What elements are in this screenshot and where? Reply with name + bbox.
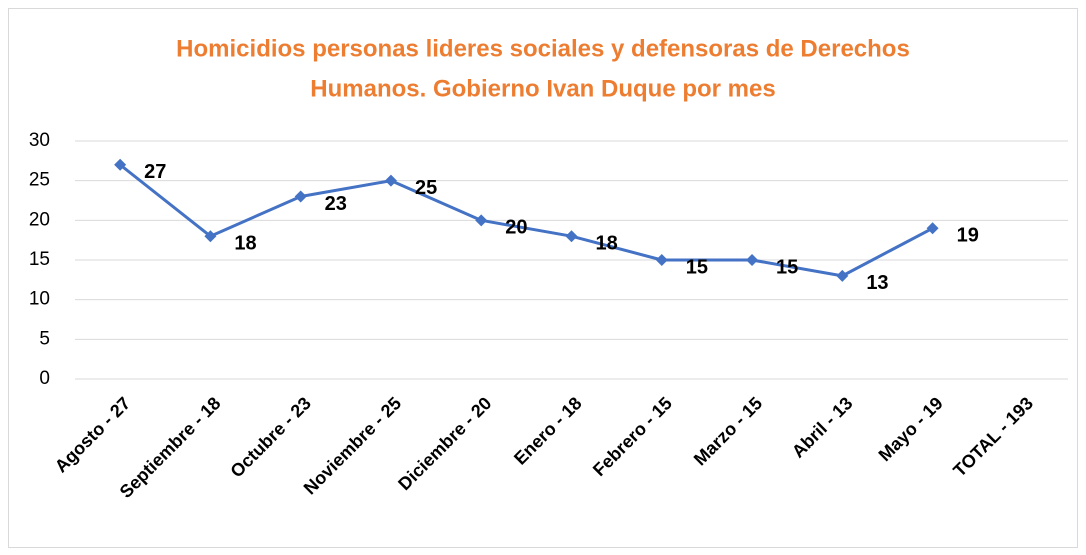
data-label: 20 (505, 217, 527, 239)
marker (114, 158, 127, 171)
marker (746, 254, 759, 266)
data-label: 18 (234, 232, 256, 254)
y-tick-label: 0 (39, 368, 50, 389)
marker (655, 254, 668, 266)
data-label: 18 (596, 232, 618, 254)
marker (294, 190, 307, 203)
y-tick-label: 30 (29, 130, 50, 151)
marker (565, 230, 578, 243)
data-label: 13 (866, 272, 888, 294)
marker (926, 222, 939, 235)
y-tick-label: 25 (29, 170, 50, 191)
data-label: 25 (415, 177, 437, 199)
marker (475, 214, 488, 227)
data-label: 23 (325, 193, 347, 215)
line (119, 163, 934, 278)
chart-frame (8, 8, 1078, 548)
chart-title: Homicidios personas lideres sociales y d… (176, 35, 910, 62)
marker (836, 269, 849, 282)
data-label: 15 (686, 256, 708, 278)
y-tick-label: 20 (29, 209, 50, 230)
marker (204, 230, 217, 243)
y-tick-label: 5 (39, 328, 50, 349)
data-label: 27 (144, 161, 166, 183)
marker (384, 174, 397, 187)
y-tick-label: 10 (29, 289, 50, 310)
data-label: 15 (776, 256, 798, 278)
y-tick-label: 15 (29, 249, 50, 270)
data-label: 19 (957, 225, 979, 247)
chart-title: Humanos. Gobierno Ivan Duque por mes (310, 75, 775, 102)
